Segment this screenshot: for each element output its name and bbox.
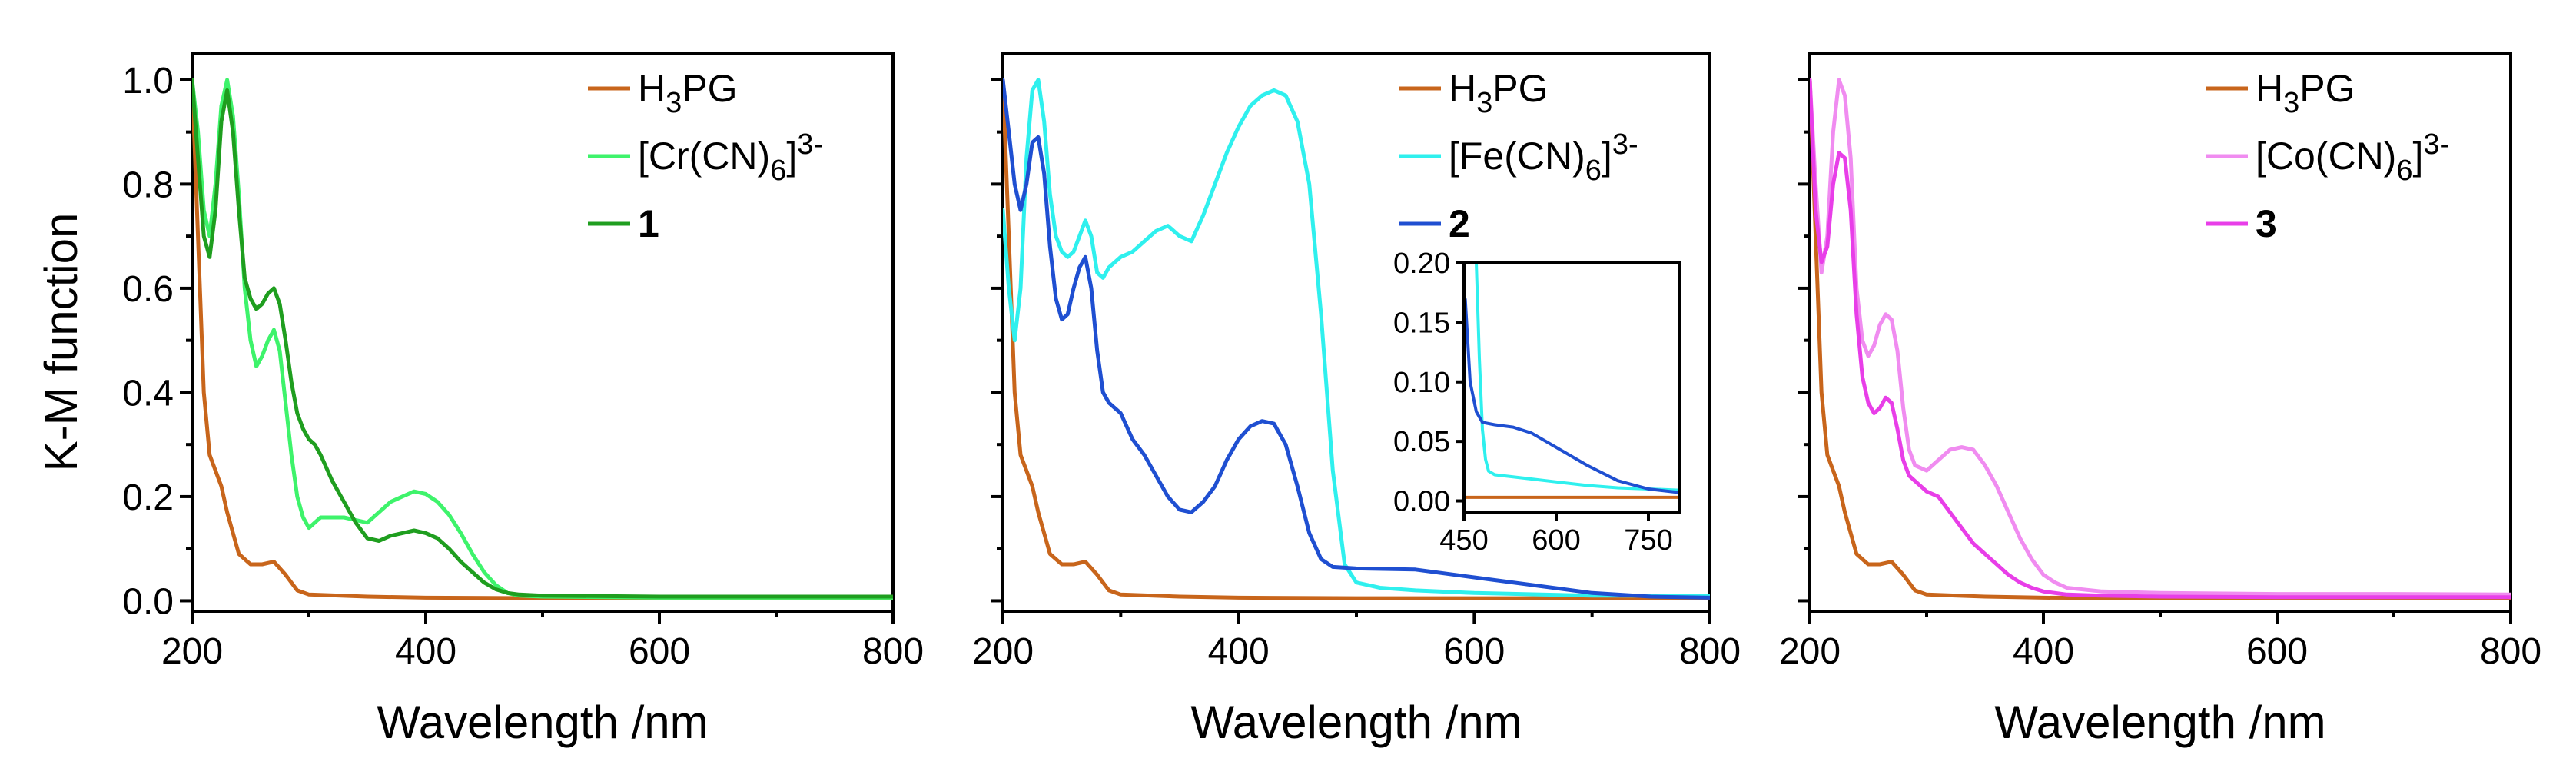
- right-x-tick-label: 600: [2246, 631, 2308, 672]
- inset-x-tick-label: 750: [1624, 524, 1672, 557]
- chart-panel-left: 200 400 600 800 0.0 0.2 0.4 0.6 0.8 1.0 Wavelength…: [122, 52, 924, 748]
- middle-x-tick-label: 200: [972, 631, 1034, 672]
- chart-panel-middle: 200 400 600 800 Wavelength /nm H3PG [Fe(CN)6]3…: [972, 52, 1741, 748]
- right-series-line-3: [1810, 78, 2511, 600]
- left-y-tick-label: 0.6: [122, 269, 174, 310]
- middle-x-tick-label: 800: [1679, 631, 1741, 672]
- left-y-tick-label: 0.2: [122, 477, 174, 518]
- left-legend-entry: [Cr(CN)6]3-: [638, 128, 823, 187]
- left-y-tick-label: 1.0: [122, 61, 174, 101]
- right-x-tick-label: 400: [2013, 631, 2074, 672]
- right-legend-entry: H3PG: [2256, 67, 2355, 119]
- left-x-tick-label: 400: [395, 631, 456, 672]
- middle-x-axis-title: Wavelength /nm: [1190, 697, 1522, 748]
- right-x-tick-label: 200: [1779, 631, 1841, 672]
- middle-series-line--fe-cn-6-3-: [1003, 78, 1710, 598]
- left-y-tick-label: 0.4: [122, 373, 174, 414]
- left-y-tick-label: 0.8: [122, 165, 174, 205]
- left-x-axis-title: Wavelength /nm: [377, 697, 708, 748]
- inset-series-line-2: [1464, 298, 1679, 494]
- right-x-tick-label: 800: [2480, 631, 2541, 672]
- inset-x-tick-label: 450: [1439, 524, 1488, 557]
- inset-x-tick-label: 600: [1532, 524, 1580, 557]
- left-x-tick-label: 600: [629, 631, 690, 672]
- inset-y-tick-label: 0.00: [1393, 486, 1450, 518]
- left-x-tick-label: 800: [862, 631, 924, 672]
- inset-y-tick-label: 0.15: [1393, 307, 1450, 339]
- inset-frame: [1462, 261, 1681, 514]
- inset-y-tick-label: 0.20: [1393, 248, 1450, 280]
- left-series-line-1: [192, 78, 893, 599]
- right-legend-entry: 3: [2256, 202, 2277, 245]
- middle-series-line-h3pg: [1003, 78, 1710, 600]
- inset-chart: 450 600 750 0.00 0.05 0.10 0.15 0.20: [1393, 248, 1681, 557]
- middle-series-line-2: [1003, 78, 1710, 600]
- left-series-line-h3pg: [192, 78, 893, 600]
- inset-y-tick-label: 0.05: [1393, 426, 1450, 458]
- left-y-tick-label: 0.0: [122, 581, 174, 622]
- inset-series-line--fe-cn-6-3-: [1475, 263, 1679, 492]
- middle-x-tick-label: 400: [1208, 631, 1270, 672]
- middle-legend-entry: [Fe(CN)6]3-: [1449, 128, 1638, 187]
- inset-y-tick-label: 0.10: [1393, 367, 1450, 399]
- left-legend-entry: H3PG: [638, 67, 738, 119]
- left-x-tick-label: 200: [161, 631, 223, 672]
- middle-legend-entry: H3PG: [1449, 67, 1549, 119]
- right-series-line--co-cn-6-3-: [1810, 78, 2511, 597]
- middle-x-tick-label: 600: [1443, 631, 1505, 672]
- right-plot-frame: [1808, 52, 2512, 613]
- middle-legend-entry: 2: [1449, 202, 1470, 245]
- right-x-axis-title: Wavelength /nm: [1994, 697, 2325, 748]
- left-legend-entry: 1: [638, 202, 659, 245]
- chart-panel-right: 200 400 600 800 Wavelength /nm H3PG [Co(CN)6]3…: [1779, 52, 2541, 748]
- right-legend-entry: [Co(CN)6]3-: [2256, 128, 2449, 187]
- y-axis-title: K-M function: [35, 213, 87, 472]
